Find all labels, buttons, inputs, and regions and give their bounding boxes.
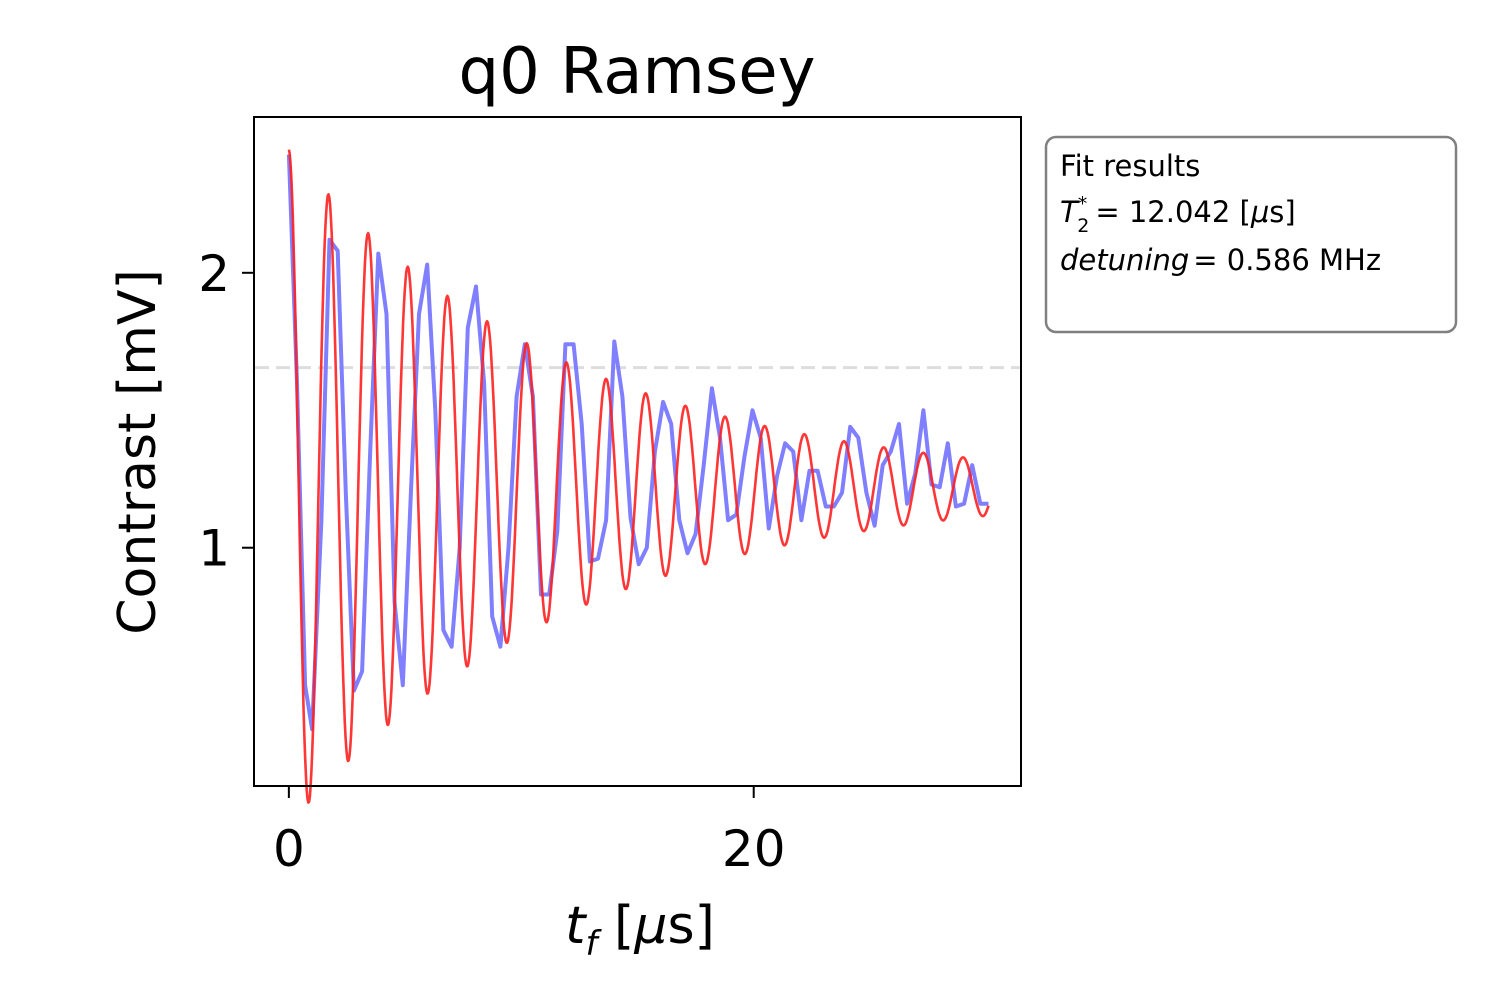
plot-frame bbox=[253, 116, 1022, 787]
y-tick-label: 1 bbox=[198, 520, 230, 578]
x-axis-label: tf [μs] bbox=[565, 896, 715, 964]
legend-t2-line: T* 2 = 12.042 [μs] bbox=[1060, 193, 1296, 237]
fit-results-legend: Fit results T* 2 = 12.042 [μs] detuning = 0… bbox=[1044, 135, 1458, 334]
x-tick-label: 20 bbox=[722, 820, 786, 878]
plot-area bbox=[253, 116, 1022, 804]
legend-detuning-line: detuning = 0.586 MHz bbox=[1060, 243, 1381, 277]
chart-title: q0 Ramsey bbox=[459, 35, 816, 109]
y-tick-label: 2 bbox=[198, 245, 230, 303]
y-axis-ticks: 12 bbox=[198, 245, 254, 578]
measured-series-line bbox=[286, 154, 989, 732]
legend-box bbox=[1044, 135, 1458, 334]
legend-title: Fit results bbox=[1060, 149, 1200, 183]
y-axis-label: Contrast [mV] bbox=[108, 269, 168, 635]
fit-series-line bbox=[287, 149, 990, 804]
x-tick-label: 0 bbox=[273, 820, 305, 878]
x-axis-ticks: 0 20 bbox=[273, 786, 786, 878]
